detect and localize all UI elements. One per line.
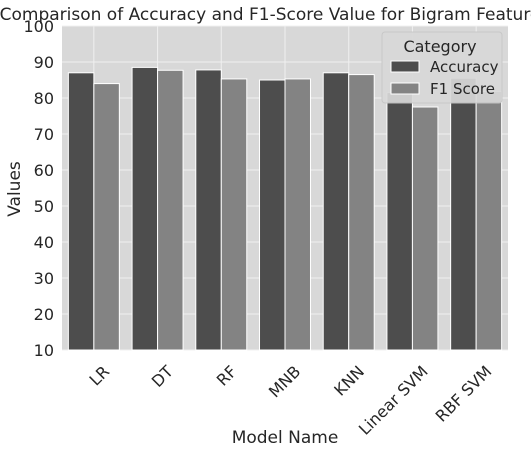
y-tick-label: 10 [34, 341, 54, 360]
bar-f1-score [475, 91, 503, 351]
legend: Category Accuracy F1 Score [381, 31, 503, 104]
bar-accuracy [195, 69, 222, 351]
legend-label: Accuracy [430, 58, 499, 76]
bar-f1-score [284, 78, 311, 351]
x-tick-label: Linear SVM [355, 362, 432, 439]
bar-f1-score [220, 78, 248, 351]
bar-accuracy [450, 77, 477, 351]
y-tick-label: 50 [34, 197, 54, 216]
legend-swatch [390, 82, 420, 95]
bar-f1-score [348, 74, 375, 351]
bar-accuracy [259, 79, 286, 351]
y-tick-label: 70 [34, 125, 54, 144]
legend-title: Category [403, 37, 476, 56]
x-tick-label: MNB [265, 362, 304, 401]
bar-accuracy [386, 92, 413, 351]
x-tick-label: RF [213, 362, 241, 390]
y-axis-label: Values [5, 161, 25, 217]
legend-items: Accuracy F1 Score [390, 58, 499, 98]
bar-accuracy [67, 72, 95, 351]
y-tick-label: 20 [34, 305, 54, 324]
y-tick-label: 40 [34, 233, 54, 252]
x-tick-label: DT [148, 362, 177, 391]
y-tick-label: 80 [34, 89, 54, 108]
bar-f1-score [411, 106, 439, 351]
bar-f1-score [157, 69, 184, 351]
y-tick-label: 90 [34, 53, 54, 72]
x-tick-label: LR [86, 362, 114, 390]
legend-swatch [390, 60, 420, 73]
y-tick-labels: 10 20 30 40 50 60 70 80 90 100 [23, 17, 54, 360]
y-tick-label: 60 [34, 161, 54, 180]
bar-accuracy [322, 72, 350, 351]
y-tick-label: 30 [34, 269, 54, 288]
bars-group [67, 66, 503, 351]
x-tick-label: KNN [330, 362, 368, 400]
y-tick-label: 100 [23, 17, 54, 36]
x-axis-label: Model Name [232, 428, 339, 448]
bar-accuracy [131, 66, 159, 351]
bar-f1-score [93, 83, 120, 351]
x-tick-label: RBF SVM [432, 362, 496, 426]
chart-title: Comparison of Accuracy and F1-Score Valu… [0, 5, 531, 25]
legend-label: F1 Score [430, 80, 495, 98]
